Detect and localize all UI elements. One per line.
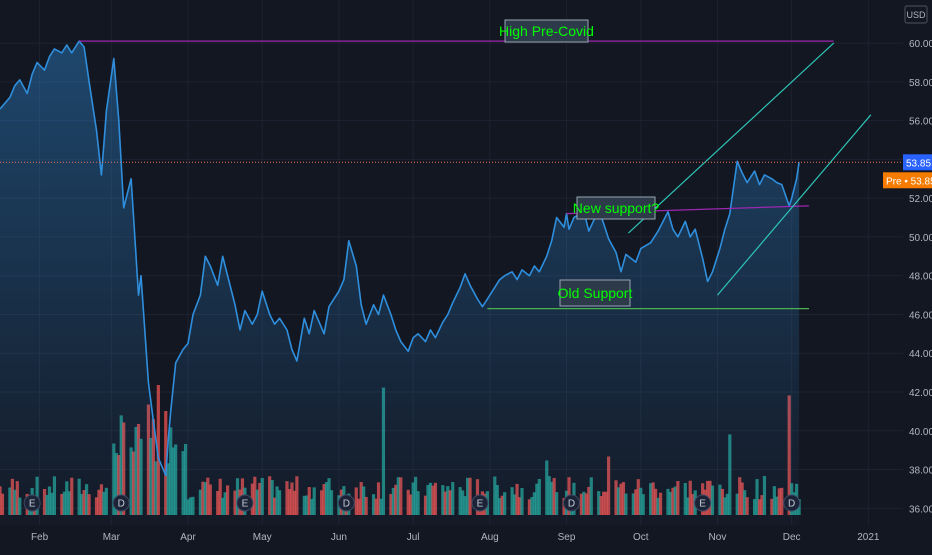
earnings-marker-label: E [477,499,484,510]
currency-label: USD [906,10,926,20]
annotation-text: New support? [573,200,660,216]
y-tick-label: 56.00 [909,117,932,128]
y-tick-label: 36.00 [909,504,932,515]
dividend-marker-label: D [788,499,795,510]
y-tick-label: 42.00 [909,388,932,399]
annotation-box [504,19,589,43]
y-tick-label: 48.00 [909,272,932,283]
y-tick-label: 58.00 [909,78,932,89]
y-tick-label: 60.00 [909,39,932,50]
dividend-marker[interactable] [562,494,580,512]
x-tick-label: Mar [103,532,121,543]
volume-bar [156,385,160,515]
channel-upper-line[interactable] [627,42,835,234]
y-tick-label: 40.00 [909,427,932,438]
earnings-marker-label: E [242,499,249,510]
x-tick-label: 2021 [857,532,880,543]
annotation-box [576,196,656,220]
dividend-marker[interactable] [112,494,130,512]
premarket-label: Pre • 53.85 [886,176,932,187]
earnings-marker[interactable] [23,494,41,512]
currency-box[interactable] [904,5,928,24]
earnings-marker-label: E [29,499,36,510]
dividend-marker[interactable] [337,494,355,512]
y-tick-label: 46.00 [909,310,932,321]
last-price-tag [903,154,932,171]
x-tick-label: Aug [481,532,499,543]
earnings-marker[interactable] [471,494,489,512]
x-tick-label: Jun [331,532,347,543]
x-tick-label: Jul [407,532,420,543]
premarket-tag [883,172,932,189]
earnings-marker[interactable] [694,494,712,512]
x-tick-label: Dec [783,532,801,543]
annotation-text: Old Support [558,285,633,301]
y-tick-label: 38.00 [909,466,932,477]
y-tick-label: 52.00 [909,194,932,205]
dividend-marker[interactable] [783,494,801,512]
annotation-text: High Pre-Covid [499,23,594,39]
x-tick-label: Sep [558,532,576,543]
last-price-label: 53.85 [906,158,931,169]
earnings-marker[interactable] [236,494,254,512]
earnings-marker-label: E [699,499,706,510]
volume-bar [164,411,168,515]
dividend-marker-label: D [343,499,350,510]
annotation-old-support[interactable]: Old Support [558,279,633,307]
y-tick-label: 50.00 [909,233,932,244]
price-area-fill [0,41,800,525]
channel-lower-line[interactable] [716,114,872,296]
annotation-high-pre-covid[interactable]: High Pre-Covid [499,19,594,43]
dividend-marker-label: D [568,499,575,510]
x-tick-label: Feb [31,532,49,543]
y-tick-label: 44.00 [909,349,932,360]
annotation-new-support[interactable]: New support? [573,196,660,220]
dividend-marker-label: D [118,499,125,510]
x-tick-label: May [253,532,272,543]
price-line[interactable] [0,40,800,477]
x-tick-label: Oct [633,532,649,543]
x-tick-label: Apr [180,532,196,543]
x-tick-label: Nov [709,532,727,543]
annotation-box [559,279,631,307]
